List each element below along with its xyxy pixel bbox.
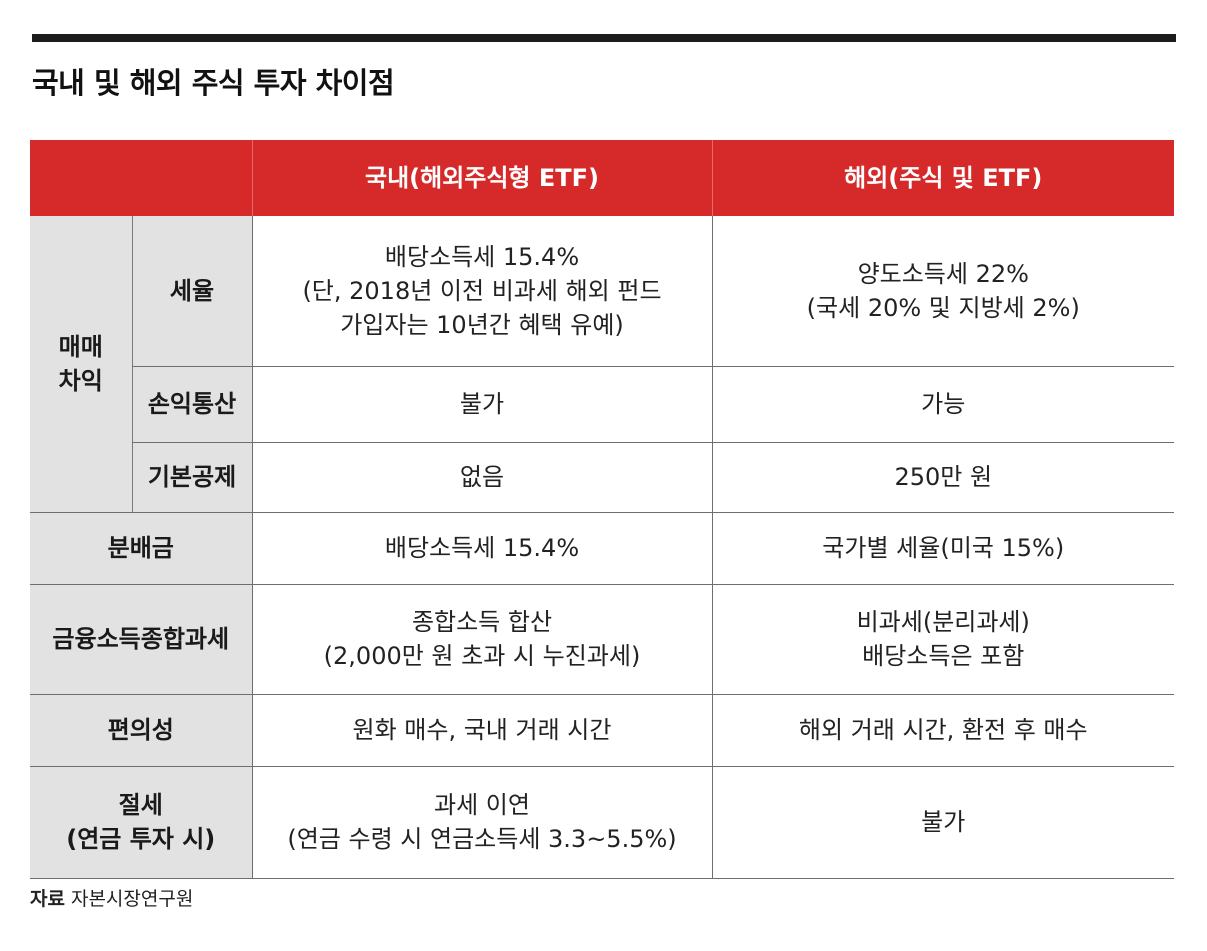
cell-line: 배당소득은 포함 [862, 642, 1025, 670]
top-rule [32, 34, 1176, 42]
cell-comprehensive-tax-overseas: 비과세(분리과세) 배당소득은 포함 [711, 584, 1174, 695]
header-overseas: 해외(주식 및 ETF) [711, 140, 1174, 216]
cell-line: 종합소득 합산 [411, 608, 553, 636]
row-label-loss-offset: 손익통산 [131, 366, 252, 443]
cell-line: (국세 20% 및 지방세 2%) [806, 293, 1080, 322]
row-label-line: (연금 투자 시) [66, 825, 216, 853]
cell-loss-offset-domestic: 불가 [251, 366, 712, 443]
header-empty-cell [30, 140, 252, 216]
page-title: 국내 및 해외 주식 투자 차이점 [32, 66, 395, 100]
cell-tax-rate-domestic: 배당소득세 15.4% (단, 2018년 이전 비과세 해외 펀드 가입자는 … [251, 216, 712, 367]
table-row-distribution: 분배금 배당소득세 15.4% 국가별 세율(미국 15%) [30, 512, 1174, 585]
cell-tax-saving-overseas: 불가 [711, 766, 1174, 879]
cell-distribution-domestic: 배당소득세 15.4% [251, 512, 712, 585]
cell-tax-rate-overseas: 양도소득세 22% (국세 20% 및 지방세 2%) [711, 216, 1174, 367]
cell-convenience-domestic: 원화 매수, 국내 거래 시간 [251, 694, 712, 767]
row-label-tax-saving: 절세 (연금 투자 시) [30, 766, 252, 879]
source-label: 자료 [30, 888, 65, 910]
row-group-trade-gain: 매매 차익 [30, 216, 132, 513]
source-text: 자본시장연구원 [70, 888, 194, 910]
row-label-tax-rate: 세율 [131, 216, 252, 367]
source-note: 자료 자본시장연구원 [30, 884, 193, 911]
row-group-line: 매매 [58, 332, 103, 361]
cell-line: 배당소득세 15.4% [384, 242, 580, 271]
table-row-tax-saving: 절세 (연금 투자 시) 과세 이연 (연금 수령 시 연금소득세 3.3~5.… [30, 766, 1174, 879]
table-row-basic-deduction: 기본공제 없음 250만 원 [30, 442, 1174, 513]
row-label-basic-deduction: 기본공제 [131, 442, 252, 513]
row-label-convenience: 편의성 [30, 694, 252, 767]
table-row-comprehensive-tax: 금융소득종합과세 종합소득 합산 (2,000만 원 초과 시 누진과세) 비과… [30, 584, 1174, 695]
cell-basic-deduction-overseas: 250만 원 [711, 442, 1174, 513]
cell-line: 양도소득세 22% [857, 259, 1029, 288]
row-label-distribution: 분배금 [30, 512, 252, 585]
cell-line: (단, 2018년 이전 비과세 해외 펀드 [302, 276, 662, 305]
cell-loss-offset-overseas: 가능 [711, 366, 1174, 443]
cell-line: 과세 이연 [434, 791, 530, 819]
header-domestic: 국내(해외주식형 ETF) [251, 140, 712, 216]
table-row-loss-offset: 손익통산 불가 가능 [30, 366, 1174, 443]
cell-comprehensive-tax-domestic: 종합소득 합산 (2,000만 원 초과 시 누진과세) [251, 584, 712, 695]
table-header-row: 국내(해외주식형 ETF) 해외(주식 및 ETF) [30, 140, 1174, 216]
cell-line: 비과세(분리과세) [856, 608, 1030, 636]
row-label-comprehensive-tax: 금융소득종합과세 [30, 584, 252, 695]
cell-line: (연금 수령 시 연금소득세 3.3~5.5%) [287, 825, 677, 853]
cell-line: 가입자는 10년간 혜택 유예) [340, 310, 624, 339]
comparison-table: 국내(해외주식형 ETF) 해외(주식 및 ETF) 매매 차익 세율 배당소득… [30, 140, 1174, 879]
cell-line: (2,000만 원 초과 시 누진과세) [323, 642, 641, 670]
cell-distribution-overseas: 국가별 세율(미국 15%) [711, 512, 1174, 585]
cell-basic-deduction-domestic: 없음 [251, 442, 712, 513]
row-label-line: 절세 [118, 791, 163, 819]
table-row-convenience: 편의성 원화 매수, 국내 거래 시간 해외 거래 시간, 환전 후 매수 [30, 694, 1174, 767]
row-group-line: 차익 [58, 366, 103, 395]
table-row-tax-rate: 매매 차익 세율 배당소득세 15.4% (단, 2018년 이전 비과세 해외… [30, 216, 1174, 513]
cell-convenience-overseas: 해외 거래 시간, 환전 후 매수 [711, 694, 1174, 767]
cell-tax-saving-domestic: 과세 이연 (연금 수령 시 연금소득세 3.3~5.5%) [251, 766, 712, 879]
